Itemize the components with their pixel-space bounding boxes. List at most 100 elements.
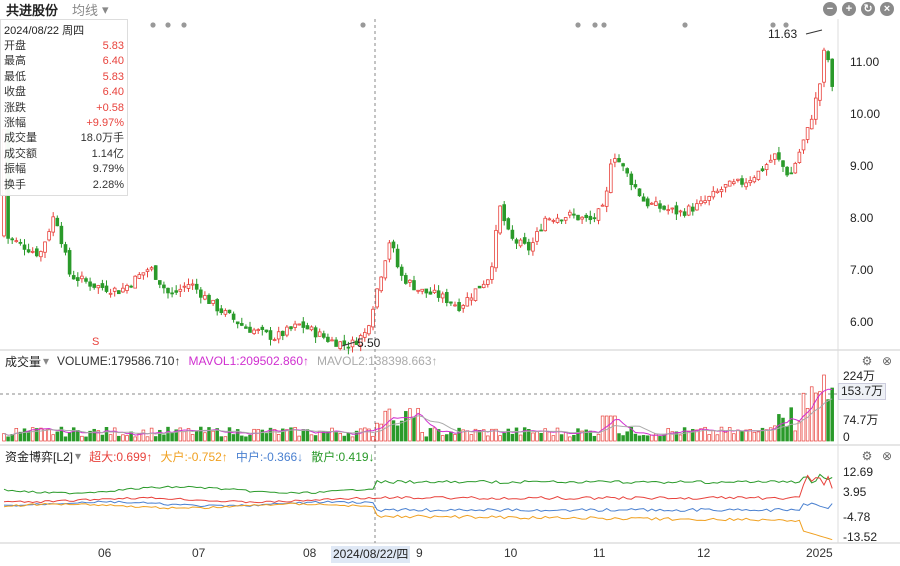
ma-select-dropdown[interactable]: 均线 ▾ — [72, 0, 109, 19]
candle-body — [600, 204, 605, 207]
candle-body — [223, 310, 228, 315]
candle-body — [699, 200, 703, 205]
candle-body — [268, 330, 273, 340]
volume-bar — [436, 429, 441, 442]
candle-body — [809, 118, 814, 130]
zoom-in-icon[interactable]: + — [842, 2, 856, 16]
volume-bar — [149, 427, 154, 442]
candle-body — [547, 218, 552, 221]
volume-bar — [551, 435, 556, 442]
candle-body — [473, 288, 478, 301]
candle-body — [313, 327, 318, 338]
candle-body — [498, 205, 502, 234]
volume-bar — [527, 429, 531, 442]
candle-body — [55, 217, 60, 227]
info-key: 收盘 — [4, 86, 26, 99]
price-tick: 9.00 — [850, 159, 874, 173]
candle-body — [637, 188, 642, 197]
candle-body — [14, 240, 19, 243]
volume-bar — [117, 435, 121, 442]
candle-body — [826, 51, 830, 61]
info-key: 振幅 — [4, 163, 26, 176]
candle-body — [789, 172, 793, 175]
volume-bar — [633, 433, 638, 442]
volume-bar — [211, 430, 215, 442]
candle-body — [391, 241, 396, 249]
volume-bar — [498, 435, 502, 442]
volume-tick: 224万 — [843, 369, 875, 383]
candle-body — [326, 336, 330, 342]
volume-bar — [604, 415, 609, 442]
close-icon[interactable]: × — [880, 2, 894, 16]
volume-bar — [773, 425, 777, 442]
candle-body — [736, 178, 740, 181]
candle-body — [96, 285, 101, 289]
candle-body — [244, 326, 248, 329]
info-value: +0.58 — [96, 101, 124, 114]
candle-body — [727, 180, 732, 187]
info-key: 开盘 — [4, 40, 26, 52]
candle-body — [756, 170, 761, 180]
candle-body — [818, 83, 822, 101]
candle-body — [506, 218, 511, 230]
info-row: 开盘 5.83 — [4, 39, 124, 54]
volume-tick: 0 — [843, 430, 850, 444]
volume-bar — [162, 434, 166, 442]
candle-body — [186, 284, 191, 289]
candle-body — [572, 213, 576, 216]
info-row: 最高 6.40 — [4, 54, 124, 69]
candle-body — [207, 294, 211, 304]
volume-bar — [194, 430, 199, 442]
candle-body — [30, 250, 35, 253]
volume-bar — [203, 432, 207, 442]
refresh-icon[interactable]: ↻ — [861, 2, 875, 16]
candle-body — [584, 214, 588, 219]
volume-bar — [92, 428, 96, 442]
candle-body — [609, 163, 613, 193]
candle-body — [444, 292, 449, 304]
info-row: 成交量 18.0万手 — [4, 131, 124, 146]
gear-icon[interactable]: ⚙ — [861, 449, 873, 463]
x-tick-08: 08 — [303, 546, 317, 560]
event-marker — [770, 22, 776, 28]
info-value: 6.40 — [102, 55, 124, 68]
minimize-icon[interactable]: − — [823, 2, 837, 16]
chevron-down-icon[interactable]: ▾ — [43, 354, 50, 368]
candle-body — [695, 203, 699, 211]
candle-body — [822, 49, 826, 83]
volume-bar — [289, 427, 293, 442]
volume-bar — [309, 434, 314, 442]
candle-body — [133, 275, 138, 289]
close-icon[interactable]: ⊗ — [881, 354, 893, 368]
volume-bar — [18, 431, 23, 442]
candle-body — [289, 326, 293, 330]
candle-body — [531, 242, 535, 252]
candle-body — [719, 189, 724, 193]
candle-body — [752, 177, 757, 183]
price-tick: 6.00 — [850, 315, 874, 329]
volume-bar — [404, 411, 408, 442]
volume-bar — [281, 428, 285, 442]
gear-icon[interactable]: ⚙ — [861, 354, 873, 368]
x-crosshair-date: 2024/08/22/四 — [331, 546, 411, 563]
candle-body — [477, 285, 482, 289]
volume-bar — [826, 399, 830, 442]
info-value: 9.79% — [92, 163, 124, 176]
close-icon[interactable]: ⊗ — [881, 449, 893, 463]
candle-body — [420, 288, 424, 292]
candle-body — [379, 276, 383, 292]
volume-bar — [715, 434, 720, 442]
x-tick-11: 11 — [593, 546, 606, 560]
chevron-down-icon[interactable]: ▾ — [75, 449, 82, 463]
candle-body — [285, 326, 289, 336]
fund-panel-name: 资金博弈[L2] — [5, 449, 74, 464]
volume-bar — [781, 417, 785, 442]
volume-bar — [227, 427, 232, 442]
candle-body — [453, 304, 457, 307]
candle-body — [732, 181, 736, 185]
volume-bar — [822, 374, 826, 442]
candle-body — [674, 205, 679, 215]
volume-bar — [391, 420, 396, 442]
candle-body — [219, 308, 224, 313]
